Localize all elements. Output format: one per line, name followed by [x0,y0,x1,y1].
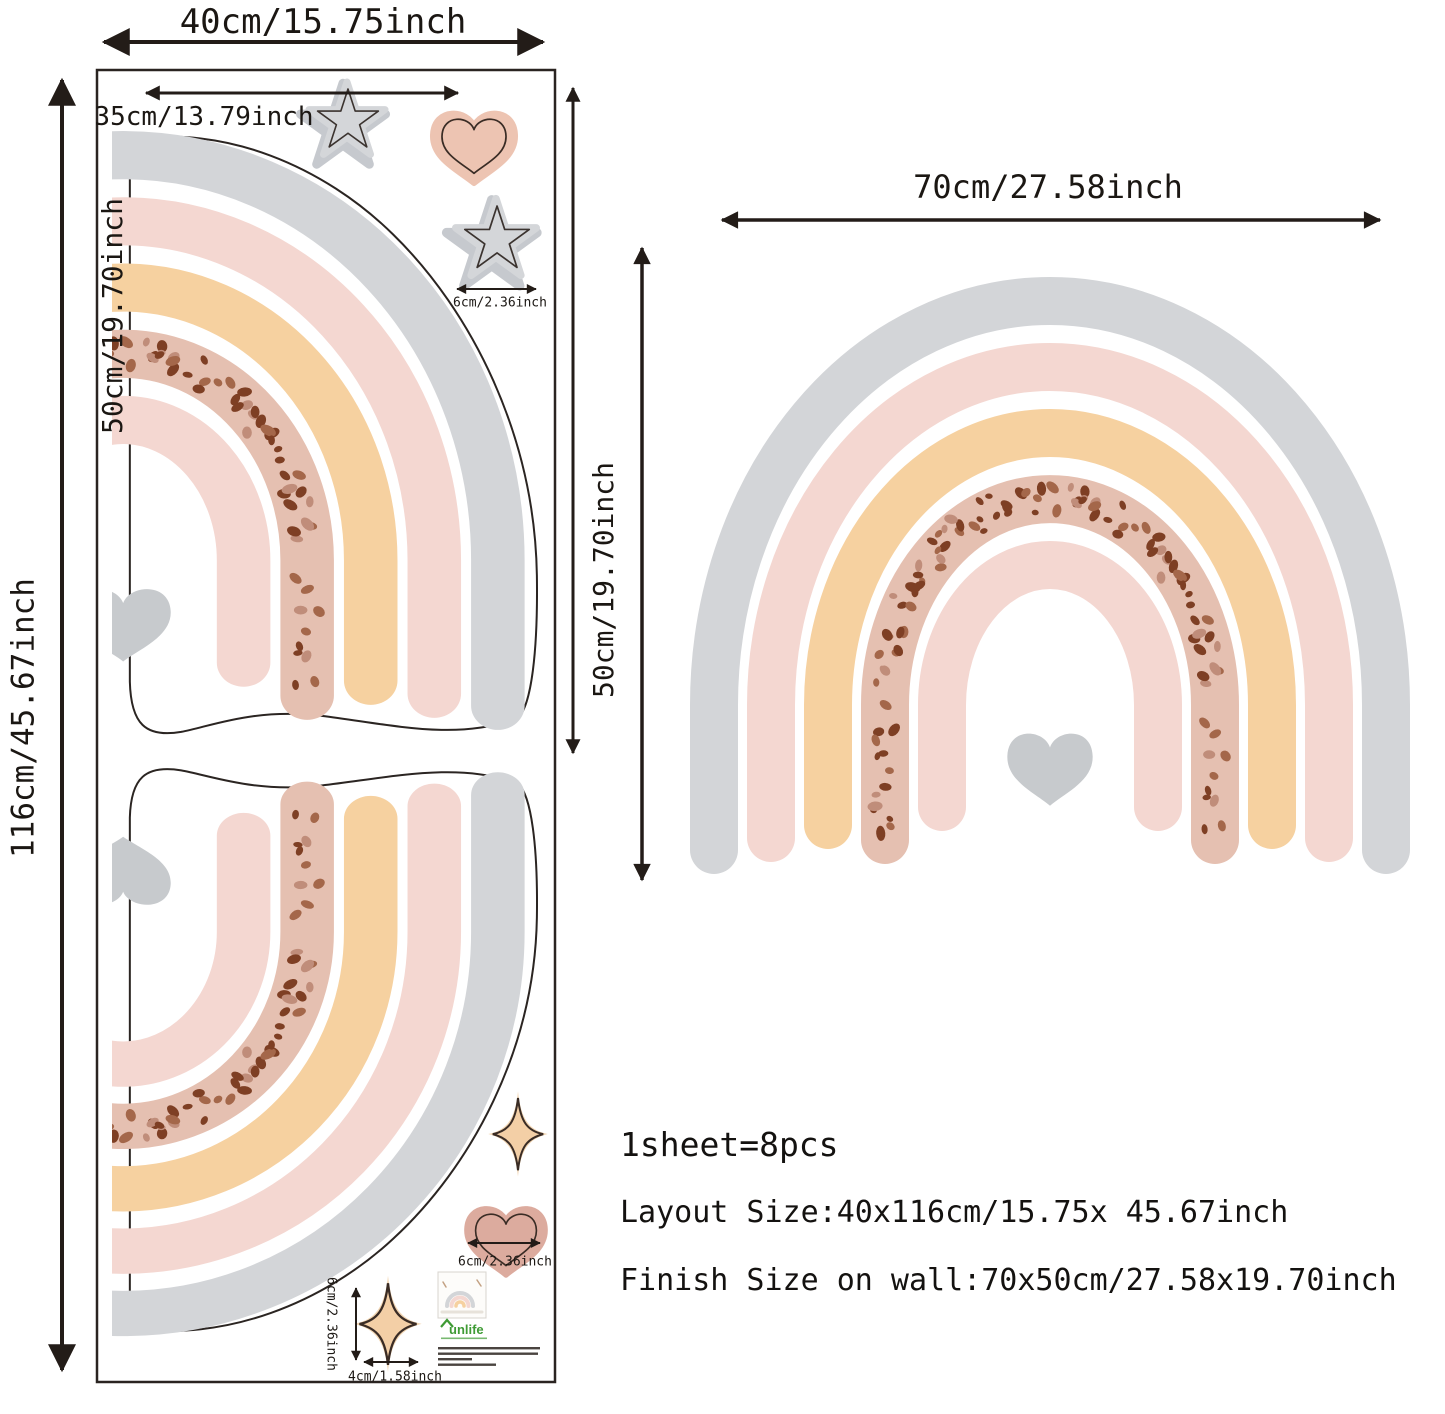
brand-logo-text: unlife [449,1322,484,1337]
info-layout-size: Layout Size:40x116cm/15.75x 45.67inch [620,1195,1289,1230]
dim-label-heart-width: 6cm/2.36inch [458,1254,552,1270]
dim-label-sheet-width: 40cm/15.75inch [179,2,467,42]
dim-label-star-width: 6cm/2.36inch [453,295,547,311]
dim-label-wall-width: 70cm/27.58inch [913,168,1183,206]
dim-label-wall-height: 50cm/19.70inch [587,461,620,699]
dim-label-sparkle-width: 4cm/1.58inch [348,1369,442,1385]
brand-block: unlife [437,1271,540,1366]
dim-label-piece-height: 50cm/19.70inch [96,197,129,435]
dimension-arrows [48,28,1382,1373]
info-pieces-per-sheet: 1sheet=8pcs [620,1125,839,1164]
brand-tagline [441,1337,487,1340]
fine-print [438,1347,540,1366]
dim-label-sparkle-height: 6cm/2.36inch [323,1277,339,1371]
house-roof-icon [440,1318,454,1328]
rainbow-wall-preview [714,301,1386,850]
info-finish-size: Finish Size on wall:70x50cm/27.58x19.70i… [620,1263,1397,1298]
thumbnail-rainbow [440,1279,484,1314]
dim-label-sheet-height: 116cm/45.67inch [5,578,42,858]
brand-logo: unlife [440,1318,487,1340]
dim-label-piece-width: 35cm/13.79inch [94,102,314,132]
